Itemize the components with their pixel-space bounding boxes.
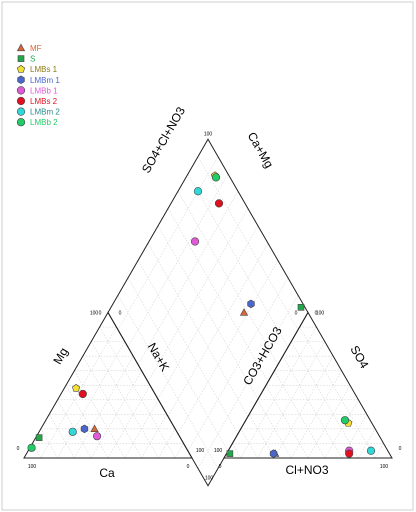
point-diamond-s <box>297 304 305 311</box>
point-cation-lmbs-1 <box>72 383 81 392</box>
tick-anion-cl-0: 0 <box>219 464 222 470</box>
legend-marker-lmbs-2 <box>16 96 26 106</box>
outline-layer <box>23 138 393 487</box>
legend-item: LMBm 1 <box>17 75 60 85</box>
legend-item: MF <box>16 43 42 53</box>
legend-label: LMBm 1 <box>30 76 60 85</box>
legend-item: LMBm 2 <box>16 107 60 117</box>
tick-diamond-top-100: 100 <box>204 131 213 137</box>
axis-title-cation-right: Na+K <box>145 340 172 373</box>
legend-label: LMBs 2 <box>30 97 58 106</box>
point-diamond-lmbs-2 <box>214 199 224 208</box>
point-cation-lmbb-2 <box>27 443 36 452</box>
legend-item: LMBs 2 <box>16 96 58 106</box>
axis-title-diamond-right: Ca+Mg <box>245 130 277 171</box>
legend-label: S <box>30 55 35 64</box>
tick-anion-so4-100: 100 <box>316 311 325 317</box>
diamond-outline <box>107 138 309 487</box>
axis-title-anion-bottom: Cl+NO3 <box>285 463 328 477</box>
point-diamond-lmbm-1 <box>247 299 255 309</box>
legend-marker-lmbb-2 <box>16 118 26 127</box>
point-anion-s <box>226 450 234 457</box>
tick-anion-co3-100: 100 <box>214 448 223 454</box>
legend-marker-lmbm-1 <box>17 75 25 85</box>
legend-marker-lmbs-1 <box>16 64 26 73</box>
tick-diamond-right-0: 0 <box>315 311 318 317</box>
point-anion-lmbb-2 <box>340 416 350 425</box>
axis-title-anion-right: SO4 <box>347 343 371 371</box>
tick-cation-mg-0: 0 <box>17 446 20 452</box>
legend-item: LMBs 1 <box>16 64 58 74</box>
point-cation-lmbb-1 <box>92 432 102 441</box>
tick-anion-co3-0: 0 <box>295 311 298 317</box>
tick-diamond-bottom-100: 100 <box>205 476 214 482</box>
point-cation-lmbs-2 <box>78 389 87 399</box>
axis-title-diamond-left: SO4+Cl+NO3 <box>139 104 188 175</box>
tick-anion-cl-100: 100 <box>380 464 389 470</box>
point-anion-lmbm-2 <box>366 446 376 455</box>
legend-marker-s <box>17 55 25 62</box>
legend-label: LMBs 1 <box>30 65 58 74</box>
tick-cation-ca-0: 0 <box>187 464 190 470</box>
point-cation-lmbm-2 <box>68 427 77 436</box>
axis-title-cation-left: Mg <box>50 345 70 366</box>
tick-cation-ca-100: 100 <box>28 464 37 470</box>
point-anion-lmbm-1 <box>269 449 278 458</box>
legend-item: S <box>17 55 35 64</box>
point-cation-mf <box>90 424 99 433</box>
legend-item: LMBb 2 <box>16 118 58 127</box>
tick-anion-so4-0: 0 <box>399 446 402 452</box>
grid-layer <box>32 156 384 469</box>
point-cation-s <box>35 434 43 441</box>
legend-marker-lmbm-2 <box>16 107 26 116</box>
tick-cation-na-100: 100 <box>196 448 205 454</box>
tick-cation-mg-100: 100 <box>90 311 99 317</box>
point-layer <box>27 171 376 458</box>
axis-title-cation-bottom: Ca <box>99 466 115 480</box>
legend-marker-mf <box>16 43 26 52</box>
legend-marker-lmbb-1 <box>16 86 26 95</box>
legend-item: LMBb 1 <box>16 86 58 95</box>
tick-cation-na-0: 0 <box>119 311 122 317</box>
point-anion-lmbs-2 <box>345 449 354 458</box>
point-diamond-lmbb-1 <box>190 237 200 246</box>
point-diamond-lmbb-2 <box>211 173 221 182</box>
point-diamond-lmbm-2 <box>193 187 203 196</box>
tick-diamond-left-0: 0 <box>99 311 102 317</box>
legend-label: MF <box>30 44 42 53</box>
legend-label: LMBb 2 <box>30 118 58 127</box>
legend-label: LMBb 1 <box>30 86 58 95</box>
point-cation-lmbm-1 <box>80 424 89 434</box>
point-diamond-mf <box>239 308 249 316</box>
axis-title-anion-left: CO3+HCO3 <box>240 324 285 388</box>
legend-label: LMBm 2 <box>30 108 60 117</box>
